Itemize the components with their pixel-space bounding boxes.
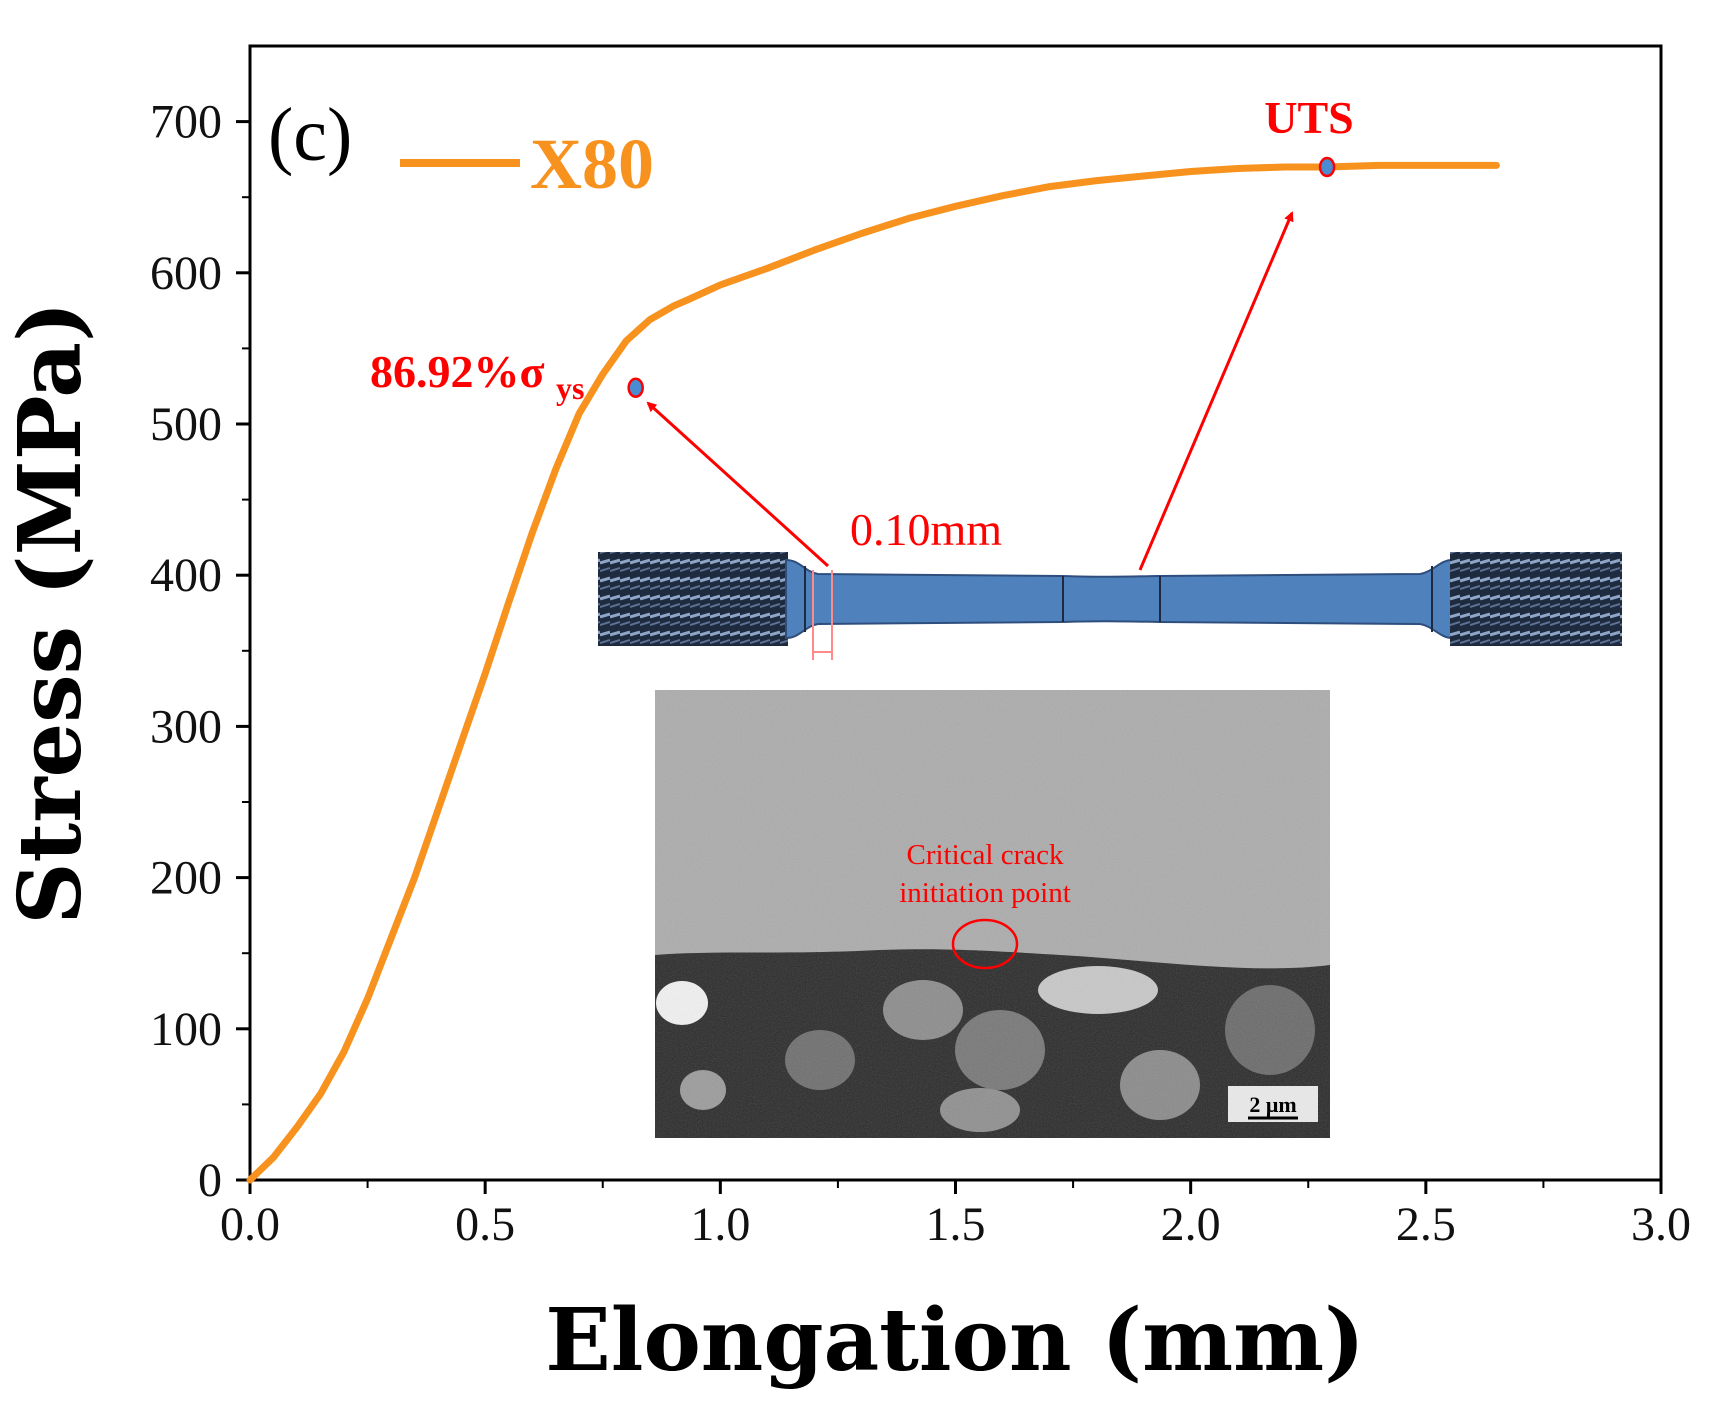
crack-label-line2: initiation point bbox=[899, 877, 1071, 909]
dimension-label: 0.10mm bbox=[850, 504, 1002, 555]
highlight-points bbox=[627, 156, 1336, 398]
uts-label: UTS bbox=[1264, 92, 1353, 143]
uts-point-marker bbox=[1318, 156, 1336, 178]
yield-label-subscript: ys bbox=[556, 370, 584, 406]
specimen-illustration: 0.10mm bbox=[598, 504, 1622, 660]
y-axis-ticks: 0 100 200 300 400 500 600 700 bbox=[150, 96, 250, 1207]
crack-label-line1: Critical crack bbox=[907, 839, 1064, 871]
yield-label-main: 86.92%σ bbox=[370, 346, 545, 397]
yield-point-marker bbox=[627, 377, 644, 398]
panel-label: (c) bbox=[268, 93, 352, 177]
series-line-x80 bbox=[246, 161, 1500, 1184]
y-tick-label: 500 bbox=[150, 398, 222, 451]
specimen-thread-right bbox=[1450, 552, 1622, 646]
specimen-thread-left bbox=[598, 552, 788, 646]
x-tick-label: 0.5 bbox=[455, 1198, 515, 1251]
x-tick-label: 3.0 bbox=[1631, 1198, 1691, 1251]
x-tick-label: 0.0 bbox=[220, 1198, 280, 1251]
crack-circle bbox=[951, 918, 1019, 970]
y-tick-label: 400 bbox=[150, 549, 222, 602]
x-tick-label: 2.5 bbox=[1396, 1198, 1456, 1251]
yield-label: 86.92%σ ys bbox=[370, 346, 584, 406]
x-tick-label: 1.0 bbox=[690, 1198, 750, 1251]
x-axis-ticks: 0.0 0.5 1.0 1.5 2.0 2.5 3.0 bbox=[220, 1180, 1691, 1251]
uts-arrow bbox=[1138, 211, 1294, 571]
y-tick-label: 600 bbox=[150, 247, 222, 300]
y-tick-label: 100 bbox=[150, 1003, 222, 1056]
y-tick-label: 300 bbox=[150, 700, 222, 753]
y-tick-label: 700 bbox=[150, 96, 222, 149]
y-tick-label: 0 bbox=[198, 1154, 222, 1207]
sem-micrograph-inset: Critical crack initiation point 2 μm bbox=[655, 690, 1330, 1138]
yield-arrow bbox=[646, 401, 830, 568]
dimension-marker bbox=[812, 570, 833, 660]
y-tick-label: 200 bbox=[150, 852, 222, 905]
y-axis-title: Stress (MPa) bbox=[0, 301, 101, 924]
x-tick-label: 1.5 bbox=[926, 1198, 986, 1251]
legend-label-x80: X80 bbox=[530, 124, 654, 204]
specimen-body bbox=[785, 558, 1453, 640]
x-tick-label: 2.0 bbox=[1161, 1198, 1221, 1251]
scale-bar-label: 2 μm bbox=[1249, 1092, 1296, 1117]
x-axis-title: Elongation (mm) bbox=[545, 1290, 1365, 1391]
